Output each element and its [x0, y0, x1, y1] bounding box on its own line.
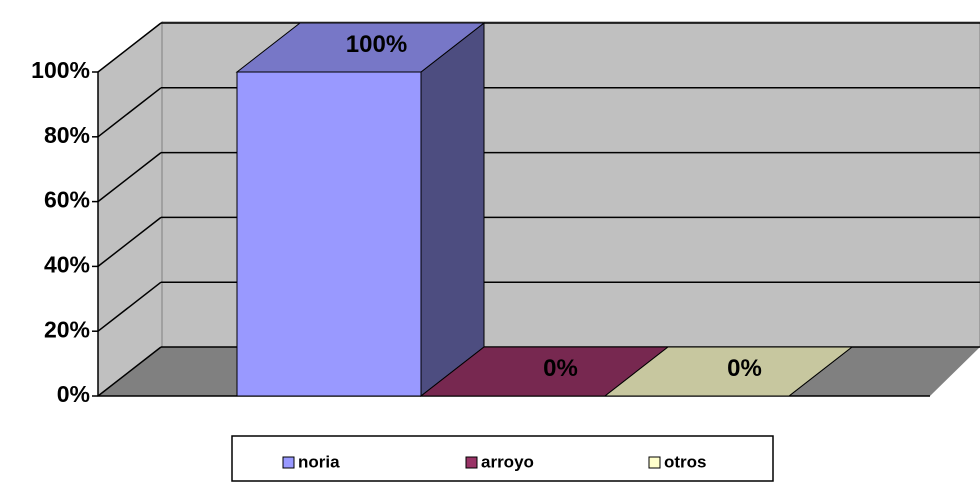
grid-line	[97, 87, 162, 138]
grid-line	[97, 22, 162, 73]
y-tick-label: 60%	[44, 187, 90, 213]
legend-swatch	[648, 456, 661, 469]
bar-top	[235, 22, 486, 73]
bar-top	[603, 346, 854, 397]
side-wall	[97, 20, 163, 398]
grid-line	[97, 152, 162, 203]
legend-items: noria arroyo otros	[282, 452, 707, 471]
bar-side	[420, 21, 485, 398]
y-tick-label: 20%	[44, 316, 90, 342]
bar	[236, 71, 422, 397]
grid-line	[97, 216, 162, 267]
grid-line	[97, 346, 162, 397]
grid-line	[97, 281, 162, 332]
legend-label: otros	[664, 452, 707, 471]
legend	[231, 435, 774, 482]
legend-label: noria	[298, 452, 340, 471]
legend-swatch	[282, 456, 295, 469]
legend-swatch	[465, 456, 478, 469]
bars: 100% 0% 0%	[235, 21, 854, 398]
y-tick-label: 0%	[57, 381, 90, 407]
y-tick-label: 100%	[31, 57, 90, 83]
value-label: 100%	[346, 31, 407, 58]
value-label: 0%	[543, 355, 578, 382]
y-tick-label: 80%	[44, 122, 90, 148]
legend-label: arroyo	[481, 452, 534, 471]
y-tick-label: 40%	[44, 251, 90, 277]
value-label: 0%	[727, 355, 762, 382]
